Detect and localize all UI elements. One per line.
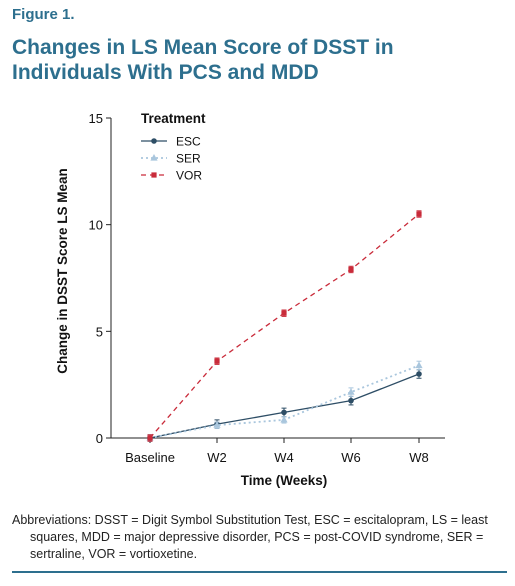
legend-title: Treatment bbox=[141, 111, 206, 126]
point-ser bbox=[415, 361, 423, 369]
x-tick-label: W4 bbox=[274, 450, 294, 465]
point-esc bbox=[416, 371, 422, 377]
legend: Treatment ESC SER VOR bbox=[141, 111, 206, 183]
point-ser bbox=[347, 388, 355, 395]
legend-label-esc: ESC bbox=[176, 135, 201, 149]
figure-label: Figure 1. bbox=[12, 6, 75, 23]
line-chart-svg: 0 5 10 15 Baseline W2 W4 W6 W8 Treatment ESC SER VO… bbox=[55, 111, 445, 488]
legend-label-ser: SER bbox=[176, 152, 201, 166]
y-tick-label: 15 bbox=[89, 111, 103, 126]
series-line-vor bbox=[149, 213, 420, 439]
abbreviations-note: Abbreviations: DSST = Digit Symbol Subst… bbox=[12, 513, 488, 561]
x-tick-label: W2 bbox=[207, 450, 227, 465]
x-axis-label: Time (Weeks) bbox=[241, 473, 328, 488]
point-esc bbox=[348, 397, 354, 404]
point-vor bbox=[214, 358, 220, 364]
series-esc bbox=[147, 369, 422, 442]
series-line-ser bbox=[149, 364, 420, 439]
point-vor bbox=[281, 310, 287, 316]
series-line-esc bbox=[149, 373, 420, 439]
legend-marker-ser bbox=[150, 154, 158, 161]
x-tick-label: Baseline bbox=[125, 450, 175, 465]
legend-label-vor: VOR bbox=[176, 169, 202, 183]
y-tick-label: 0 bbox=[96, 431, 103, 446]
point-ser bbox=[213, 421, 221, 428]
point-vor bbox=[348, 266, 354, 273]
y-tick-label: 10 bbox=[89, 218, 103, 233]
chart: 0 5 10 15 Baseline W2 W4 W6 W8 Treatment ESC SER VO… bbox=[0, 96, 515, 496]
x-tick-label: W8 bbox=[409, 450, 429, 465]
y-axis-label: Change in DSST Score LS Mean bbox=[55, 168, 70, 374]
point-ser bbox=[280, 415, 288, 423]
bottom-divider bbox=[12, 571, 507, 573]
x-tick-label: W6 bbox=[341, 450, 361, 465]
figure-title: Changes in LS Mean Score of DSST in Indi… bbox=[12, 36, 394, 84]
axes: 0 5 10 15 Baseline W2 W4 W6 W8 bbox=[89, 111, 445, 465]
legend-marker-vor bbox=[151, 172, 157, 178]
series-layer bbox=[146, 210, 423, 442]
series-ser bbox=[146, 360, 423, 442]
legend-marker-esc bbox=[151, 138, 157, 144]
point-vor bbox=[147, 435, 153, 441]
point-esc bbox=[281, 409, 287, 416]
series-vor bbox=[147, 210, 422, 442]
point-vor bbox=[416, 211, 422, 217]
y-tick-label: 5 bbox=[96, 324, 103, 339]
